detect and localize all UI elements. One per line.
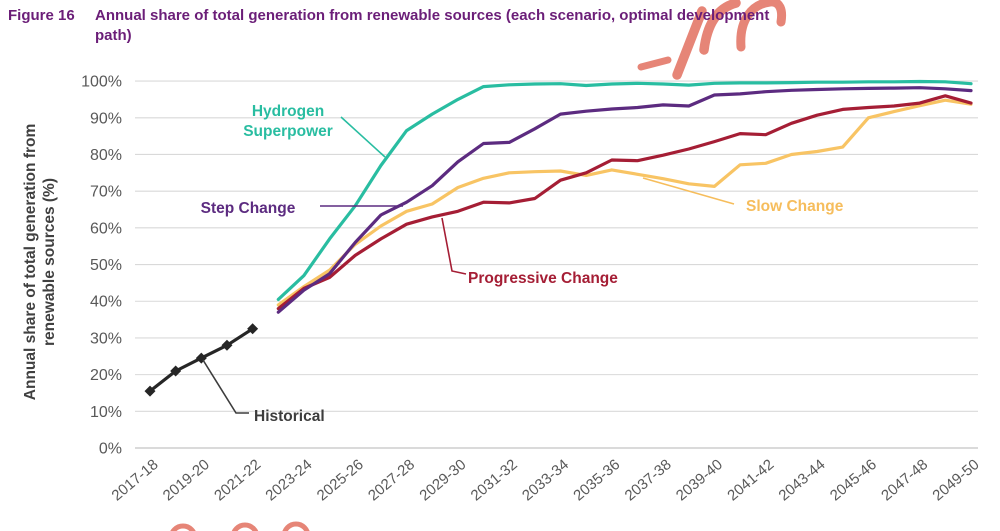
y-axis-tick-label: 10% xyxy=(90,404,122,421)
x-axis-tick-label: 2035-36 xyxy=(570,456,623,504)
y-axis-title-line2: renewable sources (%) xyxy=(41,178,58,346)
watermark-fragment xyxy=(170,523,196,531)
x-axis-tick-label: 2049-50 xyxy=(929,456,982,504)
x-axis-tick-label: 2031-32 xyxy=(468,456,521,504)
figure-title-line2: path) xyxy=(95,27,132,44)
x-axis-tick-label: 2021-22 xyxy=(211,456,264,504)
y-axis-tick-label: 100% xyxy=(81,74,122,91)
figure-title-line1: Annual share of total generation from re… xyxy=(95,7,770,24)
y-axis-title-line1: Annual share of total generation from xyxy=(22,124,39,400)
y-axis-tick-label: 30% xyxy=(90,330,122,347)
figure-title: Figure 16 Annual share of total generati… xyxy=(8,6,994,46)
y-axis-tick-label: 20% xyxy=(90,367,122,384)
series-marker-historical xyxy=(247,323,259,335)
x-axis-tick-label: 2047-48 xyxy=(878,456,931,504)
label-pointer-hydrogen-superpower xyxy=(340,116,386,158)
series-line-slow-change xyxy=(276,98,973,307)
label-step-change: Step Change xyxy=(201,200,296,217)
label-pointer-slow-change xyxy=(642,177,735,205)
watermark-fragment xyxy=(282,521,310,531)
y-axis-tick-label: 40% xyxy=(90,294,122,311)
x-axis-tick-label: 2023-24 xyxy=(262,456,315,504)
y-axis-tick-label: 90% xyxy=(90,110,122,127)
figure-title-text: Annual share of total generation from re… xyxy=(95,6,994,46)
series-line-progressive-change xyxy=(276,94,973,311)
x-axis-tick-label: 2025-26 xyxy=(314,456,367,504)
y-axis-tick-label: 60% xyxy=(90,220,122,237)
label-pointer-historical xyxy=(202,359,249,414)
x-axis-tick-label: 2039-40 xyxy=(673,456,726,504)
watermark xyxy=(170,0,787,531)
x-axis-tick-label: 2037-38 xyxy=(622,456,675,504)
figure-number: Figure 16 xyxy=(8,7,75,24)
label-progressive-change: Progressive Change xyxy=(468,270,618,287)
watermark-fragment xyxy=(231,522,259,531)
series-marker-historical xyxy=(170,365,182,377)
x-axis-tick-label: 2027-28 xyxy=(365,456,418,504)
x-axis-tick-label: 2029-30 xyxy=(416,456,469,504)
watermark-fragment xyxy=(637,56,672,71)
series-marker-historical xyxy=(144,385,156,397)
label-hydrogen-superpower: Superpower xyxy=(243,123,333,140)
series-line-step-change xyxy=(276,86,973,314)
watermark-fragment xyxy=(699,0,741,55)
watermark-fragment xyxy=(736,0,787,52)
y-axis-tick-label: 80% xyxy=(90,147,122,164)
label-slow-change: Slow Change xyxy=(746,198,844,215)
series-marker-historical xyxy=(221,339,233,351)
x-axis-tick-label: 2045-46 xyxy=(827,456,880,504)
y-axis-tick-label: 50% xyxy=(90,257,122,274)
y-axis-tick-label: 70% xyxy=(90,184,122,201)
series-line-hydrogen-superpower xyxy=(276,79,973,301)
x-axis-tick-label: 2017-18 xyxy=(108,456,161,504)
x-axis-tick-label: 2033-34 xyxy=(519,456,572,504)
x-axis-tick-label: 2019-20 xyxy=(160,456,213,504)
label-hydrogen-superpower: Hydrogen xyxy=(252,103,324,120)
x-axis-tick-label: 2043-44 xyxy=(776,456,829,504)
label-pointer-progressive-change xyxy=(441,217,467,275)
y-axis-tick-label: 0% xyxy=(99,441,122,458)
x-axis-tick-label: 2041-42 xyxy=(724,456,777,504)
label-historical: Historical xyxy=(254,408,325,425)
watermark-fragment xyxy=(672,6,707,80)
